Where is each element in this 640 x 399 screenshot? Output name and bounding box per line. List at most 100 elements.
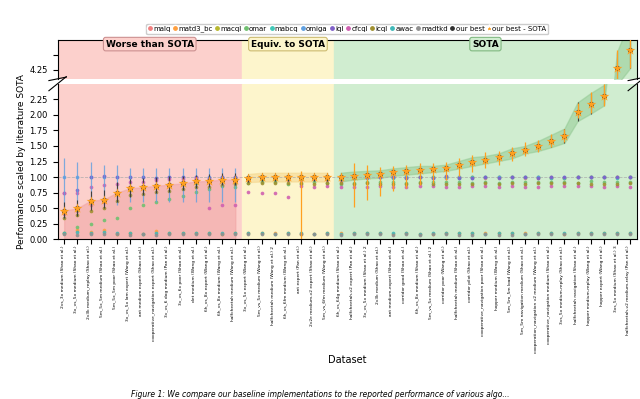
Point bbox=[257, 315, 267, 322]
Point bbox=[59, 296, 69, 302]
Point bbox=[85, 229, 95, 236]
Point bbox=[415, 166, 425, 173]
Point bbox=[480, 156, 490, 163]
Point bbox=[401, 317, 412, 323]
Point bbox=[72, 293, 83, 299]
Point bbox=[441, 180, 451, 187]
Point bbox=[520, 267, 530, 273]
Point bbox=[454, 162, 464, 168]
Point bbox=[59, 230, 69, 237]
Point bbox=[507, 261, 517, 268]
Point bbox=[467, 158, 477, 165]
Point bbox=[85, 314, 95, 321]
Point bbox=[177, 181, 188, 188]
Point bbox=[375, 261, 385, 267]
Point bbox=[204, 178, 214, 184]
Point bbox=[191, 262, 201, 269]
Point bbox=[375, 180, 385, 187]
Point bbox=[335, 268, 346, 274]
Point bbox=[217, 265, 227, 271]
Point bbox=[454, 180, 464, 187]
Point bbox=[349, 270, 359, 277]
Point bbox=[99, 317, 109, 323]
Point bbox=[164, 261, 175, 268]
Point bbox=[441, 262, 451, 268]
Point bbox=[177, 316, 188, 323]
Point bbox=[217, 315, 227, 321]
Point bbox=[625, 262, 636, 268]
Point bbox=[243, 316, 253, 322]
Point bbox=[59, 215, 69, 221]
Point bbox=[191, 266, 201, 273]
Point bbox=[533, 231, 543, 237]
Point bbox=[467, 246, 477, 253]
Point bbox=[99, 182, 109, 188]
Point bbox=[507, 183, 517, 190]
Point bbox=[177, 176, 188, 182]
Point bbox=[546, 267, 556, 273]
Point bbox=[269, 261, 280, 267]
Bar bbox=[242, 84, 334, 239]
Point bbox=[467, 261, 477, 268]
Point bbox=[428, 253, 438, 260]
Point bbox=[388, 315, 398, 321]
Point bbox=[454, 230, 464, 236]
Point bbox=[138, 288, 148, 294]
Point bbox=[138, 273, 148, 279]
Point bbox=[243, 265, 253, 271]
Point bbox=[599, 93, 609, 99]
Point bbox=[467, 261, 477, 268]
Point bbox=[204, 316, 214, 322]
Point bbox=[138, 315, 148, 322]
Point bbox=[493, 173, 504, 180]
Point bbox=[480, 174, 490, 180]
Point bbox=[283, 174, 293, 181]
Point bbox=[191, 265, 201, 272]
Point bbox=[296, 261, 307, 268]
Point bbox=[59, 276, 69, 282]
Point bbox=[335, 261, 346, 268]
Point bbox=[243, 175, 253, 182]
Point bbox=[586, 178, 596, 185]
Point bbox=[401, 255, 412, 262]
Point bbox=[415, 166, 425, 173]
Point bbox=[572, 316, 582, 322]
Point bbox=[177, 269, 188, 275]
Point bbox=[204, 179, 214, 186]
Point bbox=[401, 231, 412, 238]
Point bbox=[388, 230, 398, 237]
Point bbox=[217, 201, 227, 208]
Point bbox=[586, 174, 596, 180]
Point bbox=[85, 174, 95, 180]
Bar bbox=[58, 84, 242, 239]
Point bbox=[599, 174, 609, 180]
Point bbox=[572, 180, 582, 186]
Point bbox=[415, 261, 425, 268]
Point bbox=[112, 215, 122, 221]
Point bbox=[99, 290, 109, 297]
Point bbox=[296, 271, 307, 277]
Point bbox=[467, 261, 477, 268]
Point bbox=[230, 229, 241, 236]
Point bbox=[493, 270, 504, 277]
Point bbox=[572, 230, 582, 237]
Point bbox=[507, 266, 517, 272]
Point bbox=[164, 175, 175, 182]
Point bbox=[204, 174, 214, 181]
Point bbox=[441, 230, 451, 236]
Point bbox=[138, 231, 148, 237]
Point bbox=[546, 174, 556, 181]
Point bbox=[309, 271, 319, 277]
Point bbox=[428, 179, 438, 186]
Point bbox=[441, 267, 451, 274]
Point bbox=[191, 265, 201, 272]
Point bbox=[599, 261, 609, 267]
Point bbox=[296, 231, 307, 237]
Point bbox=[72, 187, 83, 193]
Point bbox=[151, 261, 161, 267]
Point bbox=[177, 193, 188, 200]
Point bbox=[612, 231, 622, 237]
Point bbox=[335, 261, 346, 267]
Point bbox=[467, 180, 477, 186]
Point bbox=[520, 262, 530, 268]
